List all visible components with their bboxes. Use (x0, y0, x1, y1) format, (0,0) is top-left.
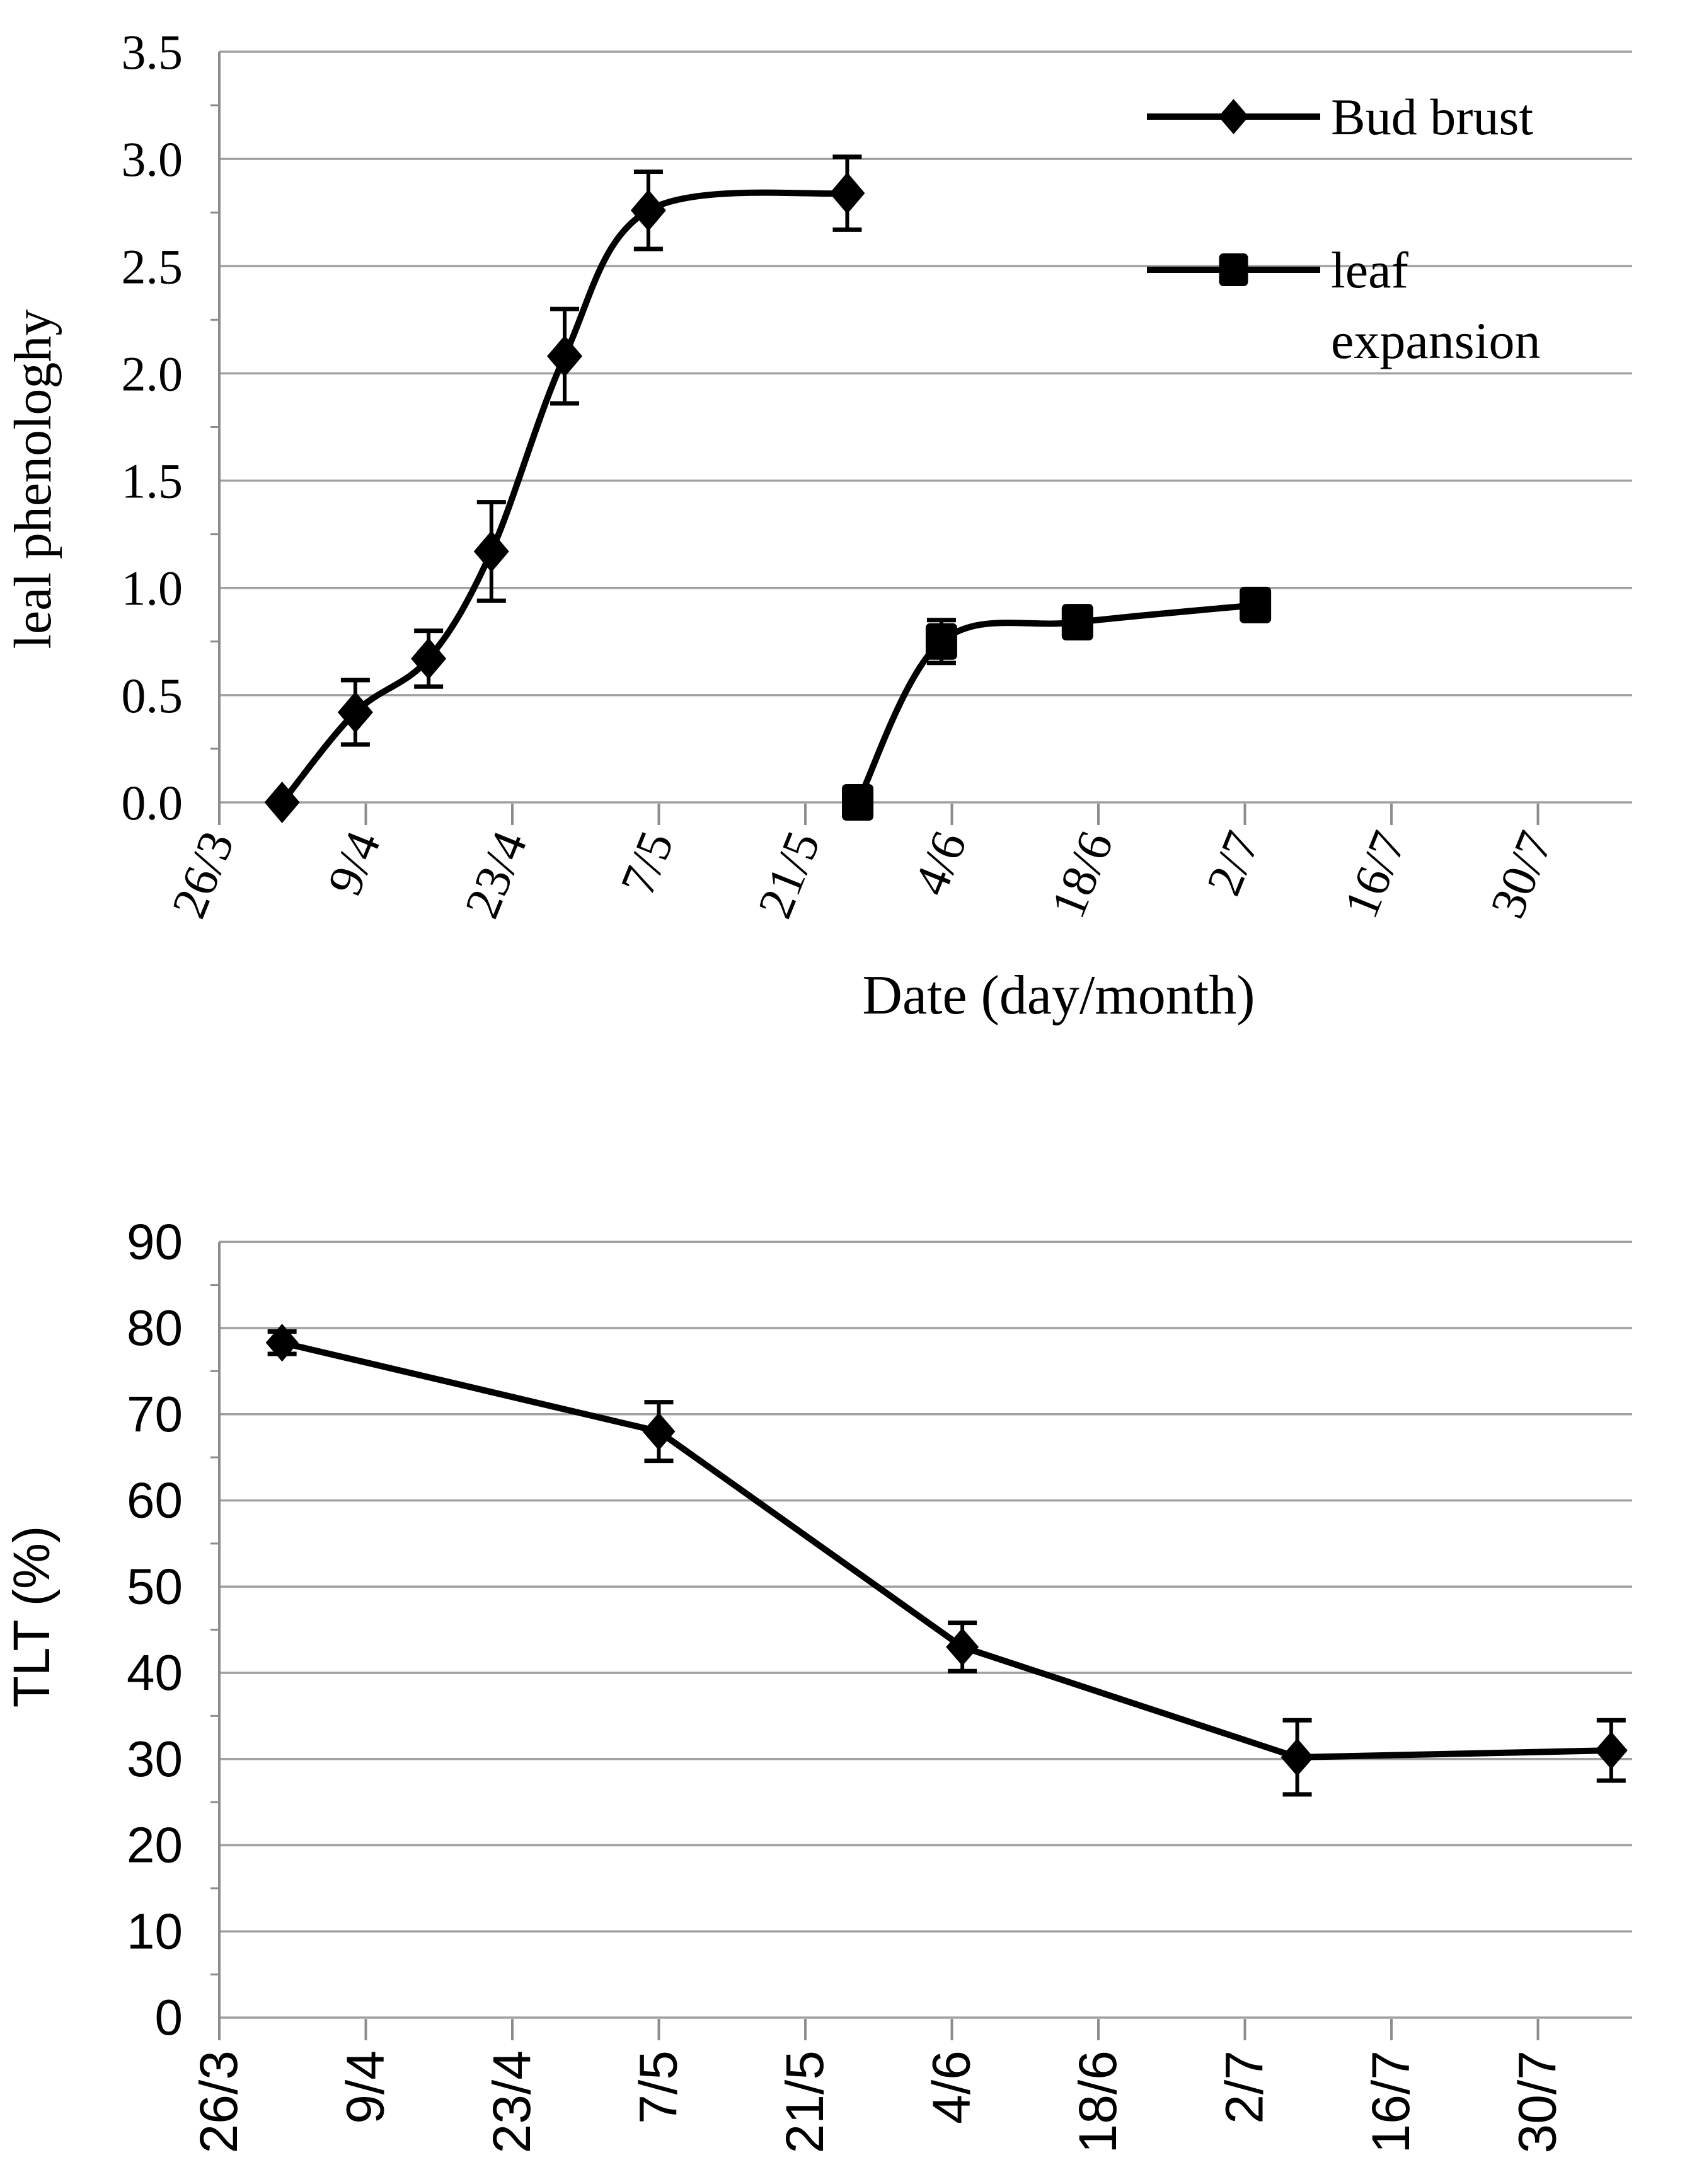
x-tick-label: 18/6 (1040, 824, 1124, 925)
x-tick-label: 30/7 (1480, 824, 1563, 925)
y-tick-label: 1.5 (122, 454, 183, 509)
y-tick-label: 10 (127, 1903, 183, 1959)
x-tick-label: 30/7 (1508, 2050, 1567, 2154)
y-tick-label: 70 (127, 1386, 183, 1442)
diamond-marker (946, 1627, 979, 1666)
y-tick-label: 2.5 (122, 239, 183, 294)
x-tick-label: 21/5 (775, 2050, 834, 2154)
y-tick-label: 20 (127, 1817, 183, 1873)
y-tick-label: 0.0 (122, 775, 183, 830)
y-tick-label: 90 (127, 1213, 183, 1269)
diamond-marker (337, 691, 373, 734)
square-marker (842, 784, 874, 821)
x-tick-label: 26/3 (189, 2050, 248, 2154)
diamond-marker (411, 637, 447, 679)
y-tick-label: 50 (127, 1558, 183, 1614)
square-marker (925, 623, 957, 660)
y-tick-label: 40 (127, 1644, 183, 1701)
x-tick-label: 9/4 (316, 824, 391, 903)
square-marker (1240, 586, 1272, 623)
diamond-marker (642, 1413, 676, 1451)
x-tick-label: 23/4 (454, 824, 538, 925)
y-tick-label: 0.5 (122, 668, 183, 723)
square-marker (1061, 604, 1093, 641)
chart-leaf-phenology: 0.0 0.5 1.0 1.5 2.0 2.5 3.0 3.5 26/3 9/4 23/4 7/5 21… (4, 25, 1632, 1026)
y-tick-label: 3.5 (122, 25, 183, 79)
diamond-marker (829, 172, 865, 214)
diamond-marker (630, 189, 666, 231)
y-tick-label: 30 (127, 1731, 183, 1787)
diamond-marker (1594, 1731, 1628, 1770)
diamond-marker (265, 1324, 299, 1362)
y-tick-label: 0 (155, 1989, 183, 2045)
x-tick-label: 16/7 (1361, 2050, 1420, 2154)
x-tick-label: 7/5 (629, 2050, 688, 2124)
x-tick-label: 2/7 (1215, 2050, 1274, 2124)
x-tick-label: 9/4 (336, 2050, 395, 2124)
chart-tlt-percent: 0 10 20 30 40 50 60 70 80 90 26/3 9/4 23/4 7/5 21/5 4/6… (3, 1213, 1632, 2154)
diamond-marker (547, 335, 583, 378)
x-axis-title: Date (day/month) (862, 965, 1255, 1026)
y-tick-label: 2.0 (122, 346, 183, 401)
y-tick-label: 80 (127, 1300, 183, 1356)
x-tick-label: 4/6 (902, 824, 977, 903)
y-tick-label: 60 (127, 1472, 183, 1528)
y-tick-label: 1.0 (122, 561, 183, 616)
square-marker (1219, 253, 1248, 286)
legend: Bud brust leaf expansion (1147, 88, 1540, 369)
y-axis-title: TLT (%) (3, 1526, 60, 1708)
x-tick-label: 18/6 (1068, 2050, 1127, 2154)
y-tick-label: 3.0 (122, 132, 183, 187)
x-tick-label: 2/7 (1195, 824, 1270, 903)
x-tick-label: 23/4 (482, 2050, 541, 2154)
legend-label: Bud brust (1331, 88, 1533, 146)
diamond-marker (264, 782, 300, 823)
diamond-marker (1281, 1738, 1314, 1777)
diamond-marker (1218, 99, 1249, 134)
x-tick-label: 4/6 (922, 2050, 981, 2124)
y-axis-title: leal phenologhy (4, 309, 62, 649)
series-line-TLT (279, 1339, 1614, 1761)
legend-label: leaf (1331, 241, 1409, 299)
x-tick-label: 7/5 (609, 824, 684, 903)
diamond-marker (473, 530, 509, 572)
legend-label: expansion (1331, 312, 1540, 369)
x-tick-label: 21/5 (747, 824, 831, 925)
x-tick-label: 26/3 (161, 824, 245, 925)
x-tick-label: 16/7 (1333, 824, 1417, 925)
series-line-leaf-expansion (855, 601, 1259, 806)
